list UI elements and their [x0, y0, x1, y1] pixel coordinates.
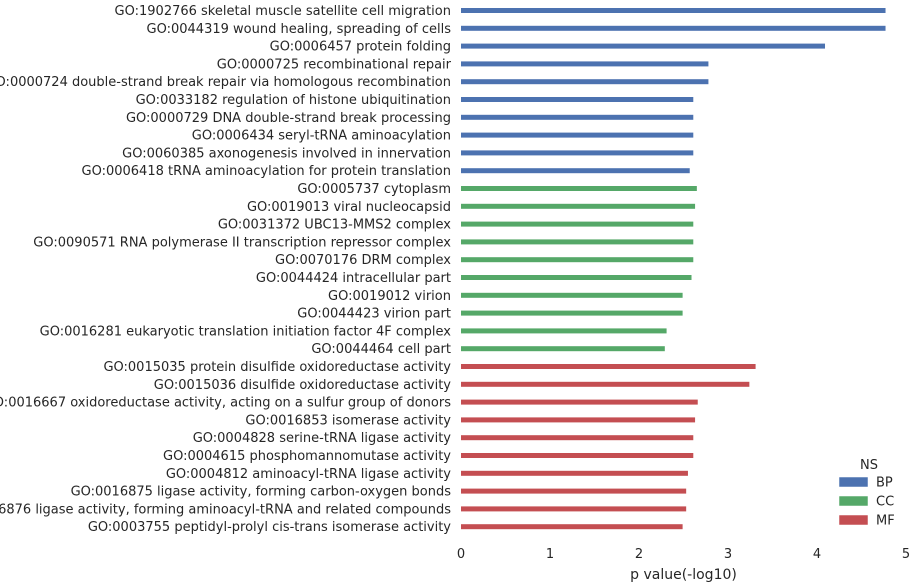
legend: NS BP CC MF	[838, 458, 895, 529]
bar-bp	[461, 25, 886, 31]
bar-bp	[461, 61, 709, 67]
legend-title: NS	[860, 458, 878, 473]
category-label: GO:0016281 eukaryotic translation initia…	[40, 324, 452, 339]
legend-swatch-mf	[838, 514, 869, 526]
category-label: GO:0015036 disulfide oxidoreductase acti…	[154, 378, 451, 393]
category-label: GO:0060385 axonogenesis involved in inne…	[122, 146, 451, 161]
bar-bp	[461, 114, 694, 120]
category-label: GO:0016875 ligase activity, forming carb…	[71, 485, 452, 500]
x-tick-label: 2	[635, 547, 643, 562]
category-label: GO:0044319 wound healing, spreading of c…	[147, 22, 452, 37]
bar-mf	[461, 524, 683, 530]
bar-cc	[461, 328, 667, 334]
category-label: GO:0044423 virion part	[297, 307, 451, 322]
x-tick-label: 0	[457, 547, 465, 562]
category-label: GO:0005737 cytoplasm	[297, 182, 451, 197]
category-label: GO:0003755 peptidyl-prolyl cis-trans iso…	[88, 520, 451, 535]
category-label: GO:0044464 cell part	[311, 342, 451, 357]
legend-swatch-cc	[838, 495, 869, 507]
bar-mf	[461, 364, 756, 369]
category-label: GO:0000724 double-strand break repair vi…	[0, 75, 451, 90]
bar-mf	[461, 399, 698, 405]
bar-cc	[461, 310, 683, 316]
x-axis-ticks: 0 1 2 3 4 5	[457, 547, 910, 562]
category-label: GO:0033182 regulation of histone ubiquit…	[136, 93, 451, 108]
category-label: GO:0015035 protein disulfide oxidoreduct…	[103, 360, 451, 375]
category-label: GO:0004812 aminoacyl-tRNA ligase activit…	[166, 467, 451, 482]
category-label: GO:0016853 isomerase activity	[245, 413, 451, 428]
legend-swatch-bp	[838, 476, 869, 488]
bar-bp	[461, 43, 826, 49]
category-label: GO:0019013 viral nucleocapsid	[247, 200, 451, 215]
bar-mf	[461, 435, 694, 441]
bar-mf	[461, 417, 696, 423]
bar-cc	[461, 203, 696, 209]
category-label: GO:0000725 recombinational repair	[217, 57, 452, 72]
bar-bp	[461, 132, 694, 138]
bar-cc	[461, 346, 665, 352]
x-axis-title: p value(-log10)	[630, 567, 737, 583]
category-label: GO:0016876 ligase activity, forming amin…	[0, 502, 451, 517]
legend-label-cc: CC	[876, 495, 894, 510]
x-tick-label: 1	[546, 547, 554, 562]
category-label: GO:0000729 DNA double-strand break proce…	[126, 111, 451, 126]
bar-cc	[461, 275, 692, 280]
bar-cc	[461, 292, 683, 298]
bar-mf	[461, 488, 687, 494]
category-label: GO:0004828 serine-tRNA ligase activity	[193, 431, 452, 446]
bar-bp	[461, 97, 694, 102]
bar-mf	[461, 506, 687, 512]
category-label: GO:0044424 intracellular part	[256, 271, 451, 286]
legend-label-mf: MF	[876, 514, 895, 529]
bar-bp	[461, 168, 690, 174]
bar-mf	[461, 453, 694, 458]
x-tick-label: 4	[813, 547, 821, 562]
x-tick-label: 3	[724, 547, 732, 562]
category-label: GO:0006434 seryl-tRNA aminoacylation	[192, 129, 451, 144]
bar-cc	[461, 221, 694, 227]
bar-bp	[461, 79, 709, 85]
bar-cc	[461, 239, 694, 245]
category-label: GO:0070176 DRM complex	[275, 253, 451, 268]
category-label: GO:0031372 UBC13-MMS2 complex	[218, 218, 451, 233]
category-label: GO:0004615 phosphomannomutase activity	[163, 449, 451, 464]
bar-mf	[461, 381, 750, 387]
category-label: GO:0016667 oxidoreductase activity, acti…	[0, 396, 451, 411]
category-label: GO:0019012 virion	[328, 289, 451, 304]
x-tick-label: 5	[902, 547, 910, 562]
category-label: GO:0090571 RNA polymerase II transcripti…	[33, 235, 451, 250]
category-label: GO:0006418 tRNA aminoacylation for prote…	[82, 164, 451, 179]
legend-label-bp: BP	[876, 476, 893, 491]
bar-bp	[461, 150, 694, 156]
bar-mf	[461, 470, 688, 476]
bar-cc	[461, 257, 694, 263]
category-labels: GO:1902766 skeletal muscle satellite cel…	[0, 4, 452, 535]
bar-cc	[461, 186, 697, 191]
category-label: GO:0006457 protein folding	[270, 40, 451, 55]
category-label: GO:1902766 skeletal muscle satellite cel…	[115, 4, 451, 19]
bar-bp	[461, 8, 886, 13]
bars-layer	[461, 8, 886, 530]
